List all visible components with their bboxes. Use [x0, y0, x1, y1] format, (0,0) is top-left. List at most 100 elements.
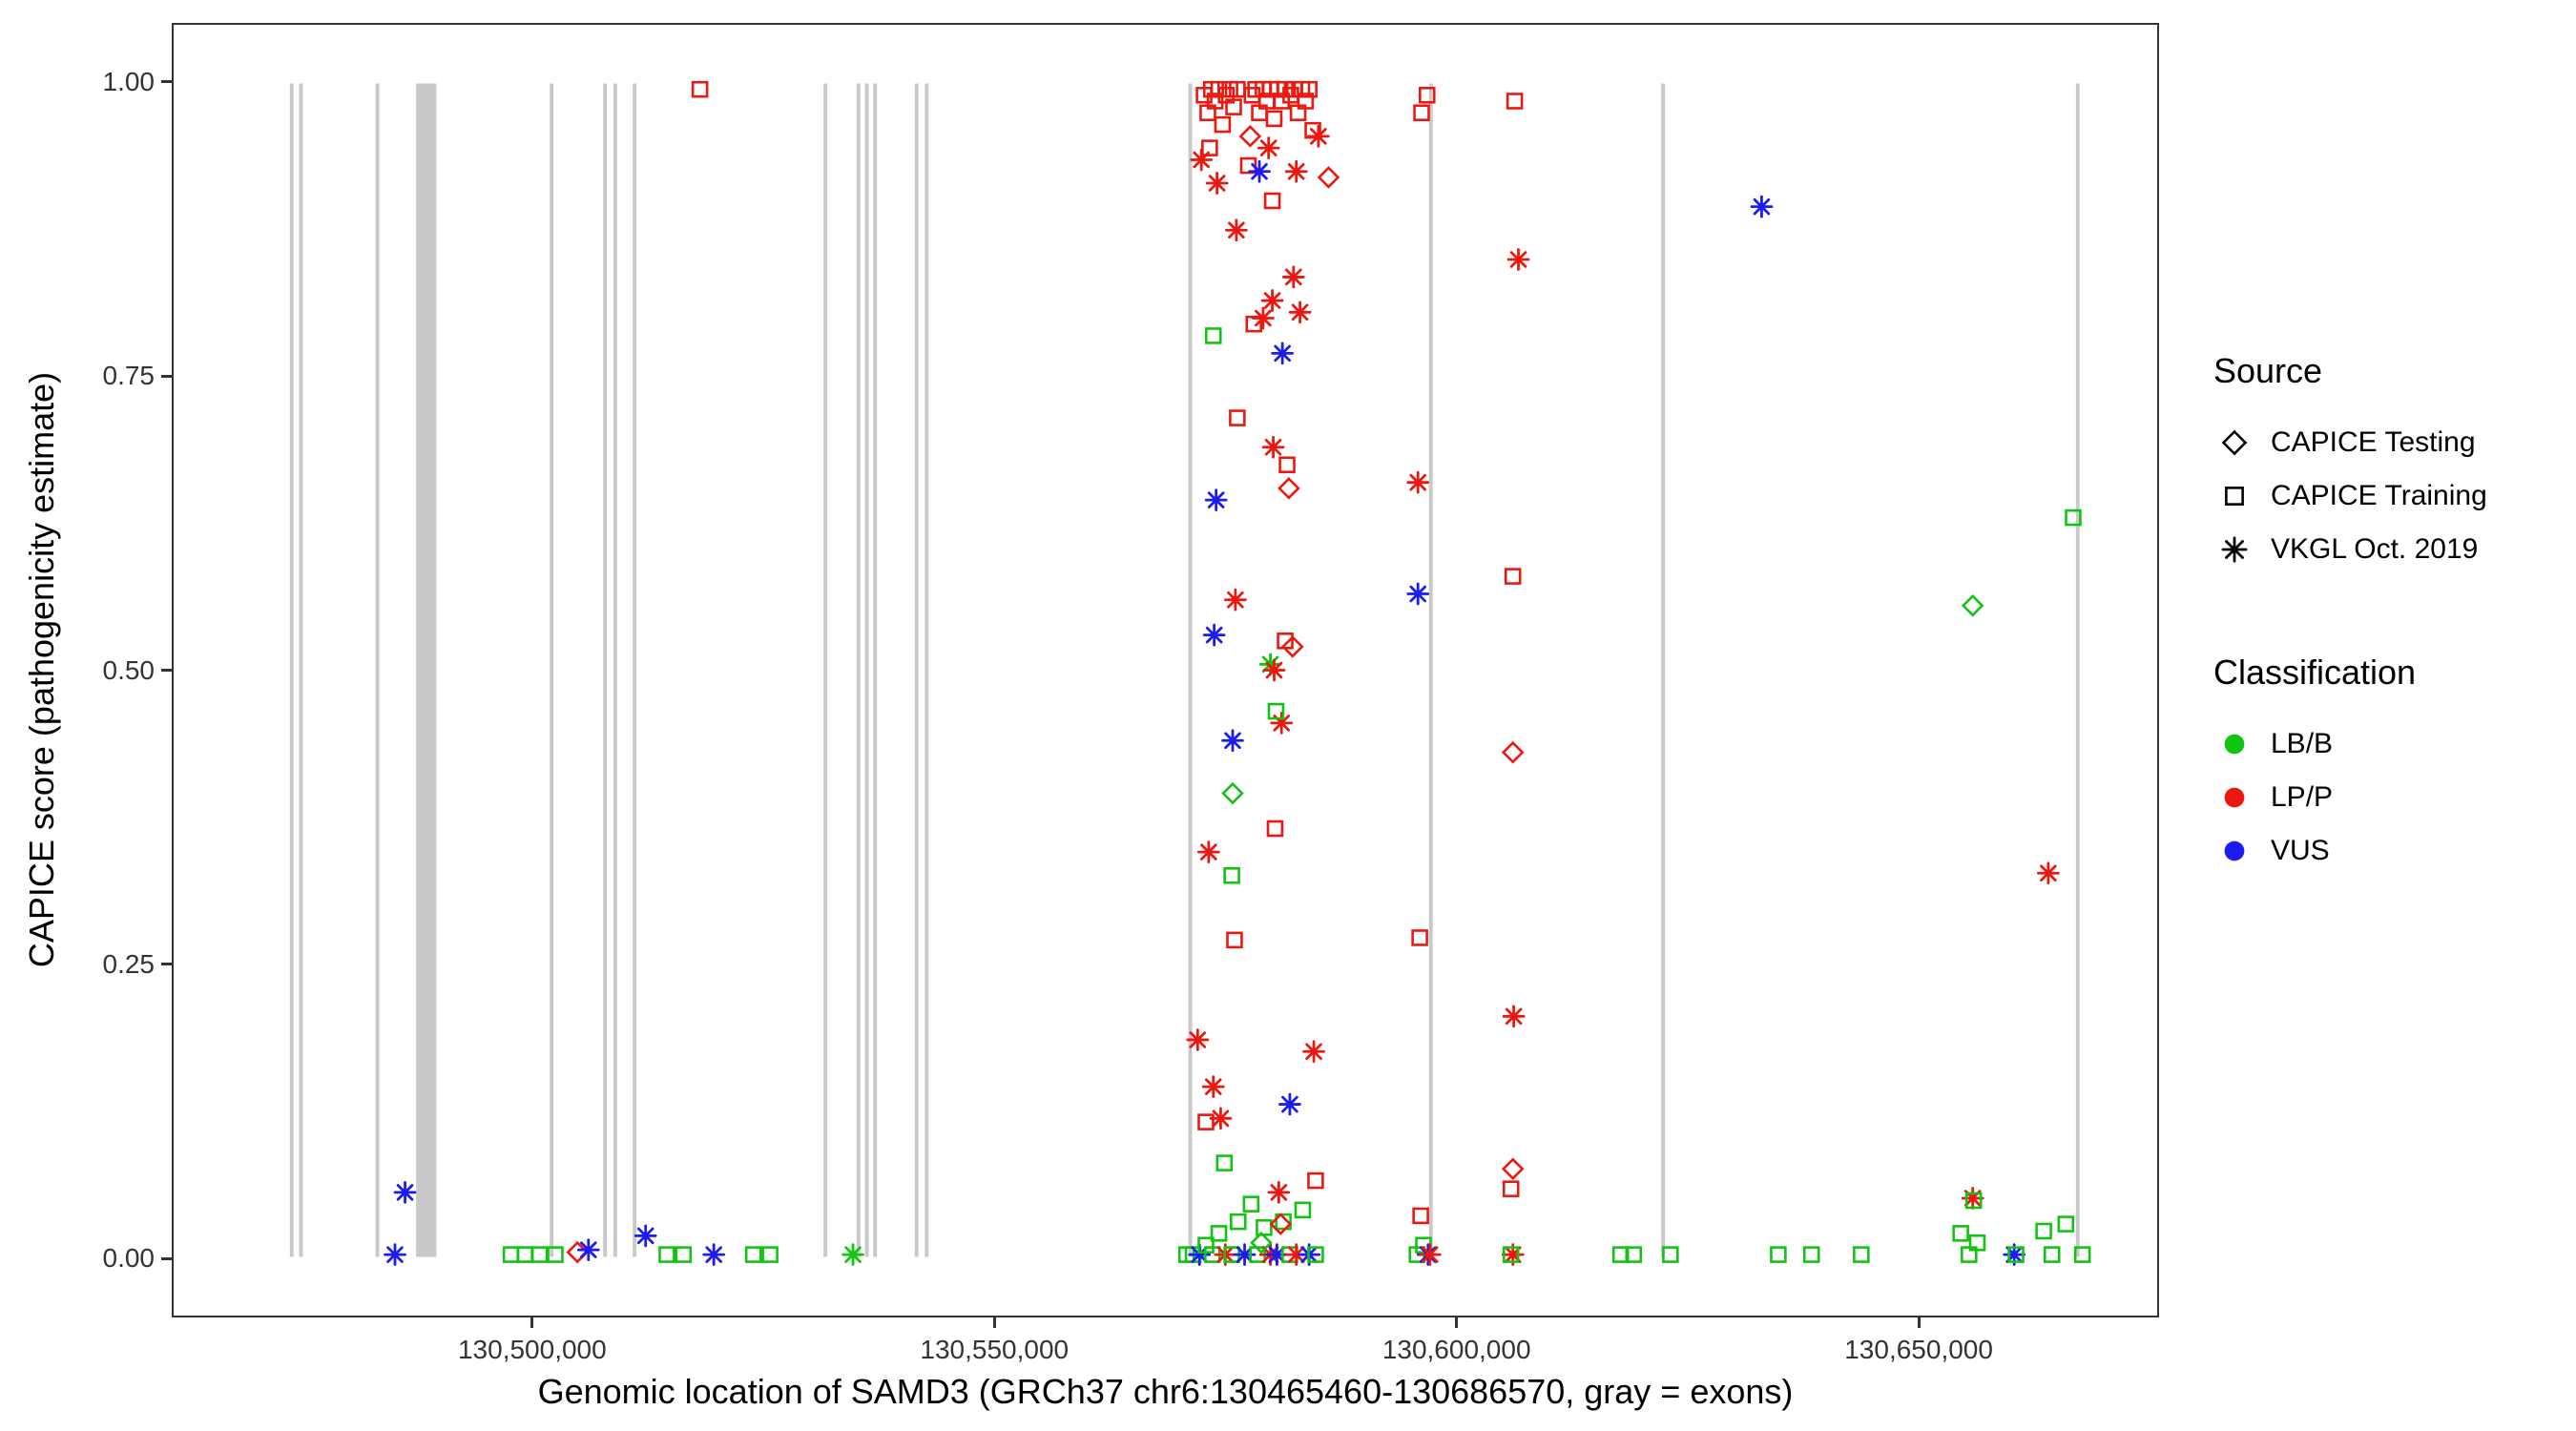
data-point — [1270, 711, 1294, 735]
data-point — [1238, 125, 1262, 148]
data-point — [744, 1246, 762, 1263]
data-point — [761, 1246, 779, 1263]
plot-panel — [172, 23, 2159, 1317]
data-point — [2065, 508, 2082, 527]
data-point — [2225, 487, 2244, 506]
legend-item-label: CAPICE Testing — [2271, 426, 2476, 458]
data-point — [1961, 593, 1984, 617]
x-tick-mark — [530, 1317, 534, 1328]
data-point — [1611, 1246, 1630, 1263]
data-point — [1224, 588, 1247, 612]
y-tick-mark — [161, 963, 172, 966]
data-point — [1261, 435, 1285, 459]
data-point — [2073, 1246, 2091, 1263]
data-point — [1245, 315, 1262, 333]
legend-item-label: CAPICE Training — [2271, 480, 2487, 511]
data-point — [2007, 1246, 2025, 1263]
circle-legend-icon — [2224, 734, 2245, 755]
legend-item: LB/B — [2213, 717, 2566, 771]
data-point — [1256, 1218, 1273, 1236]
circle-legend-icon — [2224, 840, 2245, 861]
data-point — [1306, 124, 1330, 148]
data-point — [1186, 1028, 1210, 1051]
exon-bar — [289, 83, 294, 1257]
data-point — [1277, 80, 1294, 98]
data-point — [1853, 1246, 1870, 1263]
data-point — [576, 1238, 600, 1261]
y-tick-mark — [161, 669, 172, 672]
data-point — [1204, 327, 1222, 344]
x-tick-label: 130,550,000 — [920, 1335, 1070, 1364]
data-point — [1197, 840, 1220, 864]
data-point — [675, 1246, 693, 1263]
data-point — [1221, 781, 1244, 805]
data-point — [1662, 1246, 1679, 1263]
data-point — [1202, 623, 1226, 647]
data-point — [1275, 1213, 1292, 1231]
legend-classification-items: LB/B LP/P VUS — [2213, 717, 2566, 878]
data-point — [1406, 470, 1430, 494]
data-point — [547, 1246, 564, 1263]
x-tick-mark — [1917, 1317, 1921, 1328]
exon-bar — [299, 83, 303, 1257]
exon-bar — [633, 83, 637, 1257]
x-tick-mark — [992, 1317, 996, 1328]
data-point — [1502, 1246, 1520, 1263]
x-tick-mark — [1455, 1317, 1459, 1328]
data-point — [1226, 931, 1243, 949]
data-point — [1501, 1157, 1525, 1181]
data-point — [1250, 1231, 1273, 1255]
data-point — [1230, 1213, 1247, 1231]
data-point — [1278, 456, 1296, 474]
y-tick-label: 0.75 — [102, 361, 156, 391]
data-point — [1281, 265, 1305, 289]
legend-source: Source CAPICE Testing CAPICE Training VKGL… — [2213, 351, 2566, 576]
data-point — [2221, 429, 2248, 456]
data-point — [1625, 1246, 1643, 1263]
data-point — [1269, 1213, 1293, 1235]
exon-bar — [1661, 83, 1666, 1257]
data-point — [1278, 1092, 1301, 1116]
legend-item-label: LB/B — [2271, 728, 2334, 759]
data-point — [516, 1246, 533, 1263]
exon-bar — [856, 83, 861, 1257]
data-point — [1267, 702, 1285, 720]
data-point — [1262, 658, 1286, 682]
legend-item: LP/P — [2213, 771, 2566, 824]
exon-bar — [1428, 83, 1433, 1257]
data-point — [1284, 159, 1308, 183]
y-tick-label: 0.50 — [102, 654, 156, 685]
y-tick-label: 1.00 — [102, 66, 156, 96]
data-point — [1265, 110, 1283, 128]
exon-bar — [550, 83, 554, 1257]
diamond-legend-icon — [2221, 429, 2248, 456]
data-point — [1302, 1040, 1325, 1064]
data-point — [1411, 929, 1428, 946]
data-point — [1197, 1113, 1215, 1130]
y-tick-label: 0.00 — [102, 1243, 156, 1274]
data-point — [1201, 139, 1218, 156]
data-point — [1281, 635, 1304, 658]
data-point — [1229, 409, 1246, 426]
x-tick-label: 130,600,000 — [1381, 1335, 1531, 1364]
exon-bar — [416, 83, 437, 1257]
data-point — [1205, 172, 1229, 195]
data-point — [1506, 93, 1524, 110]
data-point — [1248, 159, 1271, 183]
data-point — [1300, 80, 1318, 98]
data-point — [658, 1246, 675, 1263]
exon-bar — [1188, 83, 1193, 1257]
data-point — [1206, 93, 1224, 110]
data-point — [1209, 1107, 1233, 1130]
data-point — [1964, 1192, 1983, 1210]
y-tick-mark — [161, 1256, 172, 1260]
data-point — [1502, 1180, 1520, 1197]
data-point — [2057, 1215, 2075, 1233]
data-point — [1263, 192, 1281, 210]
data-point — [1260, 289, 1284, 312]
legend-item: VKGL Oct. 2019 — [2213, 523, 2566, 576]
data-point — [2224, 787, 2245, 808]
asterisk-legend-icon — [2221, 536, 2248, 563]
data-point — [1802, 1246, 1820, 1263]
